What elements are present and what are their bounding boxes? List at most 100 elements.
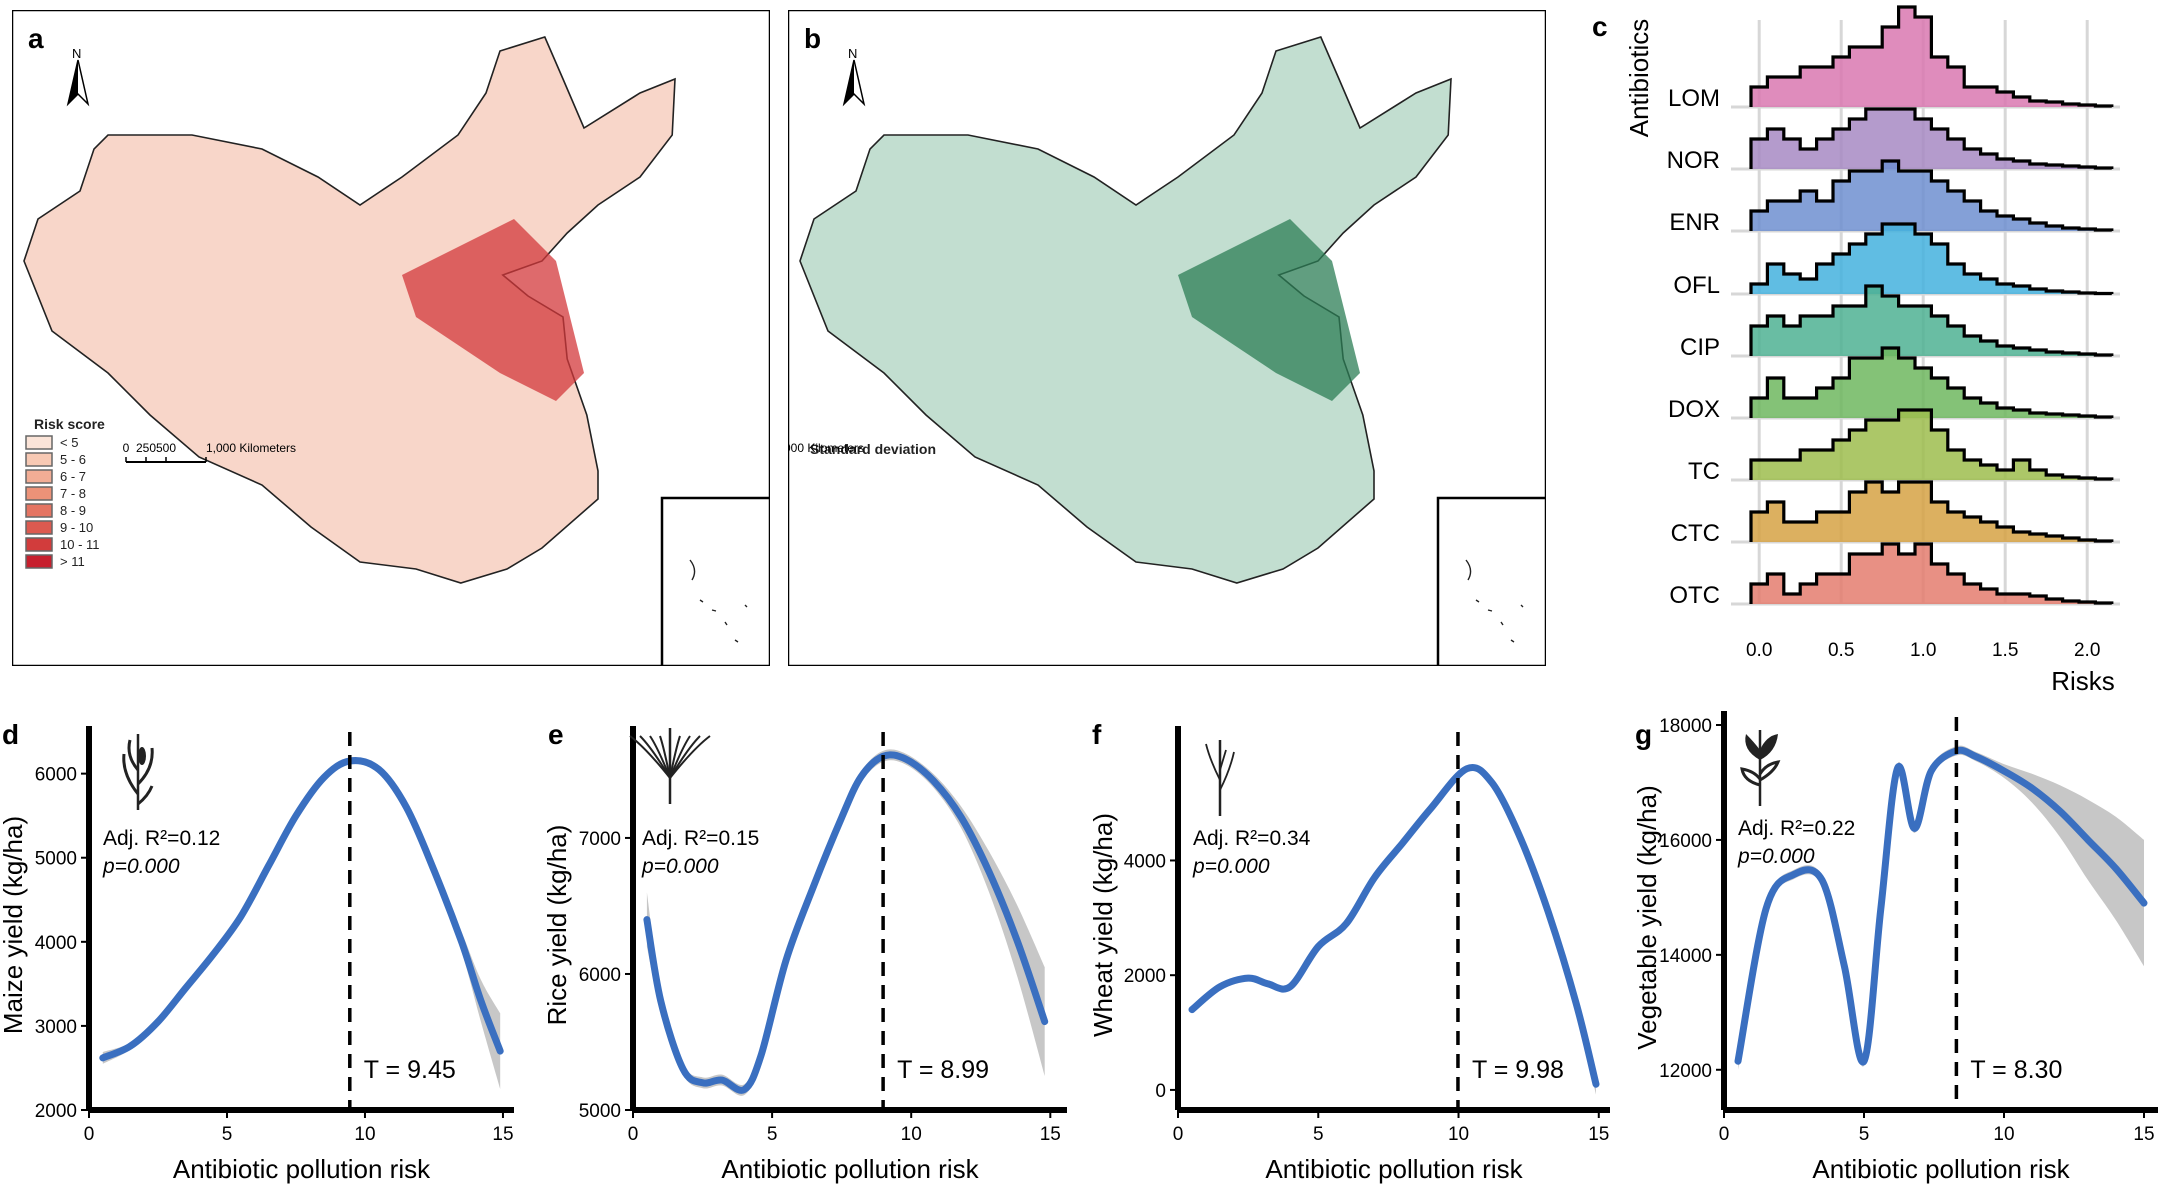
y-axis-title: Rice yield (kg/ha): [542, 825, 572, 1026]
scale-bar-label: 0: [123, 441, 130, 455]
x-tick-label: 15: [1588, 1124, 1609, 1145]
x-tick-label: 5: [222, 1124, 233, 1145]
ridge-x-tick-label: 1.5: [1992, 640, 2018, 661]
y-tick-label: 12000: [1659, 1061, 1712, 1082]
adj-r2-label: Adj. R²=0.22: [1738, 817, 1855, 840]
panel-b-label: b: [804, 23, 821, 54]
legend-item-label: 9 - 10: [60, 520, 93, 535]
p-value-label: p=0.000: [1192, 855, 1270, 878]
panel-f-label: f: [1092, 719, 1102, 750]
y-tick-label: 6000: [35, 765, 77, 786]
x-tick-label: 0: [84, 1124, 95, 1145]
panel-g-label: g: [1635, 719, 1652, 750]
panel-d-label: d: [2, 719, 19, 750]
standard-deviation-map-panel: b N Standard deviation 1.04 - 1.121.13 -…: [788, 10, 1546, 666]
legend-item-label: 7 - 8: [60, 486, 86, 501]
x-tick-label: 5: [767, 1124, 778, 1145]
risk-score-map-panel: a N Risk score < 5 5 - 6 6 - 7 7 - 8 8 - 9 9 …: [12, 10, 770, 666]
x-axis-title: Antibiotic pollution risk: [1265, 1154, 1523, 1184]
ridge-outline-nor: [1749, 107, 2114, 170]
map-a-hotspot-region: [402, 219, 584, 401]
ridge-area-dox: [1751, 348, 2112, 418]
x-tick-label: 15: [492, 1124, 513, 1145]
confidence-band: [1738, 745, 2144, 1070]
map-b-china-outline: [799, 36, 1452, 584]
y-tick-label: 6000: [579, 965, 621, 986]
fit-line: [643, 751, 1049, 1094]
legend-item-label: < 5: [60, 435, 78, 450]
ridge-area-cip: [1751, 286, 2112, 356]
y-axis-title: Vegetable yield (kg/ha): [1632, 785, 1662, 1050]
ridge-y-axis-title: Antibiotics: [1624, 19, 1654, 138]
ridge-x-tick-label: 2.0: [2074, 640, 2100, 661]
map-a-china-outline: [23, 36, 676, 584]
scale-bar-label: 250: [136, 441, 156, 455]
scale-bar-label: 500: [156, 441, 176, 455]
ridge-label-cip: CIP: [1680, 334, 1720, 361]
ridge-x-tick-label: 1.0: [1910, 640, 1936, 661]
ridge-label-dox: DOX: [1668, 396, 1720, 423]
ridge-label-nor: NOR: [1667, 147, 1720, 174]
p-value-label: p=0.000: [1737, 845, 1815, 868]
threshold-label: T = 8.30: [1970, 1056, 2062, 1084]
y-tick-label: 18000: [1659, 716, 1712, 737]
ridge-area-tc: [1751, 410, 2112, 480]
x-tick-label: 0: [628, 1124, 639, 1145]
ridge-outline-ofl: [1749, 222, 2114, 296]
wheat-plant-icon: [1205, 740, 1235, 816]
ridge-label-ctc: CTC: [1671, 520, 1720, 547]
vegetable-plant-icon: [1740, 730, 1781, 806]
adj-r2-label: Adj. R²=0.15: [642, 827, 759, 850]
ridge-area-otc: [1751, 544, 2112, 604]
y-tick-label: 5000: [35, 849, 77, 870]
p-value-label: p=0.000: [102, 855, 180, 878]
x-axis-title: Antibiotic pollution risk: [721, 1154, 979, 1184]
x-tick-label: 0: [1173, 1124, 1184, 1145]
ridge-area-nor: [1751, 109, 2112, 169]
legend-item-label: > 11: [60, 554, 85, 569]
x-tick-label: 10: [1993, 1124, 2014, 1145]
fit-line: [1734, 746, 2148, 1066]
y-tick-label: 3000: [35, 1017, 77, 1038]
ridge-x-tick-label: 0.0: [1746, 640, 1772, 661]
x-tick-label: 0: [1719, 1124, 1730, 1145]
scale-bar-label: 1,000 Kilometers: [206, 441, 296, 455]
x-axis-title: Antibiotic pollution risk: [173, 1154, 431, 1184]
ridge-outline-tc: [1749, 408, 2114, 481]
legend-item-label: 6 - 7: [60, 469, 86, 484]
x-tick-label: 15: [2133, 1124, 2154, 1145]
legend-b-title: Standard deviation: [810, 441, 936, 457]
map-a-inset-frame: [660, 496, 770, 666]
rice-plant-icon: [629, 728, 711, 804]
y-tick-label: 5000: [579, 1101, 621, 1122]
y-tick-label: 16000: [1659, 831, 1712, 852]
ridge-area-enr: [1751, 161, 2112, 231]
threshold-label: T = 8.99: [897, 1056, 989, 1084]
adj-r2-label: Adj. R²=0.34: [1193, 827, 1311, 850]
x-tick-label: 10: [354, 1124, 375, 1145]
ridge-label-lom: LOM: [1668, 85, 1720, 112]
ridge-x-tick-label: 0.5: [1828, 640, 1854, 661]
panel-a-label: a: [28, 23, 44, 54]
ridgeline-risk-panel: c LOM NOR ENR OFL CIP DOX TC CTC OTC 0.0 0.5 1.0 1.5 2…: [1592, 5, 2120, 696]
p-value-label: p=0.000: [641, 855, 719, 878]
y-tick-label: 14000: [1659, 946, 1712, 967]
legend-swatch: [25, 503, 53, 518]
vegetable-yield-panel: g T = 8.30 0 5 10 15 12000 14000 16000 18000 Antib…: [1632, 711, 2158, 1184]
legend-a-title: Risk score: [34, 416, 105, 432]
ridge-outline-ctc: [1749, 480, 2114, 543]
legend-a: < 5 5 - 6 6 - 7 7 - 8 8 - 9 9 - 10 10 - 11 > 11: [25, 435, 100, 569]
map-b-inset-frame: [1436, 496, 1546, 666]
scale-bar-a: 0 250 500 1,000 Kilometers: [123, 441, 296, 463]
map-b-hotspot-region: [1178, 219, 1360, 401]
ridge-outline-enr: [1749, 159, 2114, 232]
ridge-outline-lom: [1749, 5, 2114, 108]
north-label-b: N: [848, 46, 857, 61]
maize-yield-panel: d T = 9.45 0 5 10 15 2000 3000 4000 5000 6000 Antib…: [0, 719, 514, 1184]
panel-e-label: e: [548, 719, 564, 750]
y-tick-label: 2000: [1124, 966, 1166, 987]
wheat-yield-panel: f T = 9.98 0 5 10 15 0 2000 4000 Antibiotic pollu…: [1088, 719, 1610, 1184]
ridge-label-tc: TC: [1688, 458, 1720, 485]
